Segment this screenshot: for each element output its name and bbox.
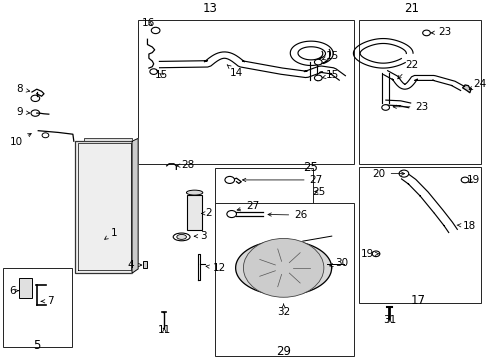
Circle shape [265, 255, 301, 280]
Circle shape [381, 105, 389, 110]
Circle shape [460, 177, 468, 183]
Circle shape [149, 69, 157, 75]
Text: 20: 20 [372, 168, 404, 179]
Polygon shape [132, 139, 138, 273]
Text: 25: 25 [312, 186, 325, 197]
Text: 28: 28 [176, 160, 194, 170]
Text: 30: 30 [329, 258, 348, 267]
Text: 14: 14 [227, 65, 243, 78]
Ellipse shape [186, 190, 203, 195]
Bar [142, 261, 147, 268]
Circle shape [314, 59, 322, 65]
Bar [138, 20, 354, 164]
Text: 26: 26 [267, 210, 307, 220]
Text: 2: 2 [202, 208, 211, 219]
Circle shape [151, 27, 160, 33]
Text: 16: 16 [142, 18, 155, 28]
Text: 31: 31 [382, 315, 395, 325]
Circle shape [224, 176, 234, 184]
Text: 29: 29 [276, 345, 290, 358]
Bar [359, 167, 480, 303]
Circle shape [256, 248, 310, 288]
Text: 15: 15 [155, 70, 168, 80]
Text: 3: 3 [194, 231, 206, 241]
Bar [214, 168, 312, 222]
Circle shape [275, 262, 291, 274]
Text: 15: 15 [322, 51, 339, 61]
Text: 4: 4 [127, 260, 142, 270]
Ellipse shape [177, 234, 186, 239]
Text: 18: 18 [456, 221, 475, 231]
Text: 11: 11 [157, 325, 171, 336]
Text: 12: 12 [205, 263, 225, 273]
Circle shape [226, 211, 236, 217]
Text: 5: 5 [34, 338, 41, 352]
Circle shape [31, 110, 40, 116]
Circle shape [371, 251, 379, 257]
Text: 32: 32 [276, 304, 290, 317]
Circle shape [250, 244, 316, 292]
Text: 1: 1 [104, 228, 117, 239]
Bar [75, 141, 132, 273]
Bar [19, 278, 32, 298]
Text: 27: 27 [242, 175, 322, 185]
Text: 23: 23 [392, 102, 428, 112]
Circle shape [31, 95, 40, 102]
Ellipse shape [173, 233, 190, 241]
Text: 9: 9 [17, 107, 30, 117]
Text: 27: 27 [237, 201, 259, 211]
Text: 19: 19 [466, 175, 479, 185]
Text: 10: 10 [10, 134, 31, 147]
Circle shape [398, 170, 408, 177]
Circle shape [314, 75, 322, 81]
Circle shape [42, 133, 49, 138]
Text: 25: 25 [303, 161, 317, 174]
Circle shape [243, 238, 323, 297]
Text: 19: 19 [360, 249, 378, 259]
Text: 23: 23 [430, 27, 451, 37]
Text: 24: 24 [468, 79, 486, 90]
Text: 8: 8 [17, 84, 30, 94]
Circle shape [422, 30, 429, 36]
Polygon shape [235, 240, 331, 295]
Bar [214, 203, 354, 356]
Text: 7: 7 [41, 296, 53, 306]
Bar [84, 139, 132, 141]
Text: 22: 22 [397, 59, 417, 79]
Text: 13: 13 [202, 2, 217, 15]
Text: 21: 21 [404, 2, 419, 15]
Bar [187, 195, 202, 230]
Bar [3, 268, 72, 347]
Polygon shape [462, 85, 470, 93]
Text: 15: 15 [322, 70, 339, 80]
Text: 17: 17 [410, 294, 425, 307]
Text: 6: 6 [9, 286, 19, 296]
Bar [359, 20, 480, 164]
